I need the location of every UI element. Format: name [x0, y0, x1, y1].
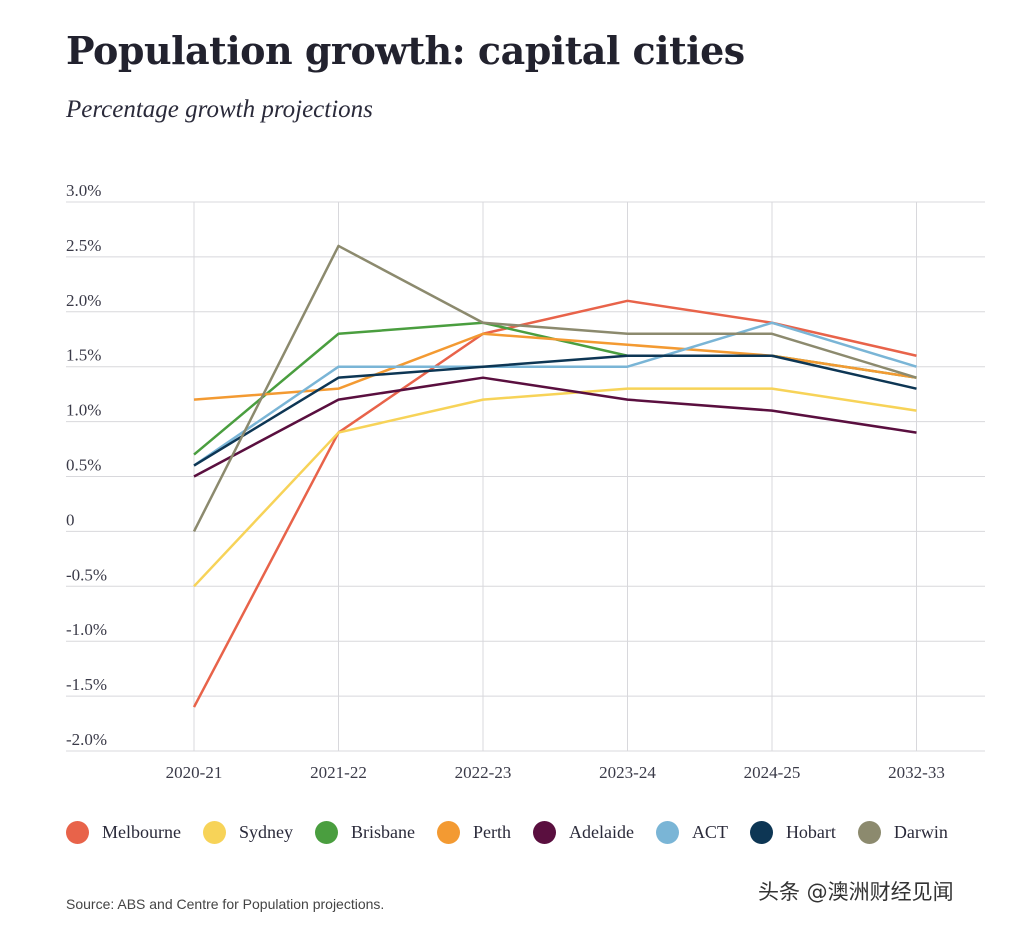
legend-label: Sydney: [238, 821, 293, 842]
x-tick-label: 2032-33: [888, 763, 945, 782]
legend-swatch: [314, 820, 338, 844]
series-line-melbourne: [192, 299, 917, 708]
legend-swatch: [749, 820, 773, 844]
grid: [66, 201, 985, 752]
legend-item-perth: Perth: [436, 820, 511, 844]
legend-item-act: ACT: [655, 820, 728, 844]
legend-label: Perth: [472, 821, 511, 842]
legend-item-darwin: Darwin: [857, 820, 948, 844]
legend-item-hobart: Hobart: [749, 820, 836, 844]
legend-item-sydney: Sydney: [202, 820, 293, 844]
legend-item-melbourne: Melbourne: [66, 820, 181, 844]
chart-subtitle: Percentage growth projections: [66, 96, 373, 123]
watermark: 头条 @澳洲财经见闻: [758, 880, 954, 904]
series-line-hobart: [193, 354, 917, 467]
legend: Melbourne Sydney Brisbane Perth Adelaide ACT H…: [66, 817, 1006, 847]
legend-swatch: [655, 820, 679, 844]
y-tick-label: -1.0%: [66, 620, 107, 639]
legend-label: ACT: [691, 821, 728, 842]
y-axis-ticks: 3.0% 2.5% 2.0% 1.5% 1.0% 0.5% 0 -0.5% -1.0% -1.5%…: [66, 181, 107, 749]
series-line-darwin: [192, 244, 917, 532]
x-tick-label: 2021-22: [310, 763, 367, 782]
x-axis-ticks: 2020-21 2021-22 2022-23 2023-24 2024-25 2032-…: [166, 763, 945, 782]
series-line-perth: [193, 332, 917, 401]
legend-swatch: [436, 820, 460, 844]
x-tick-label: 2023-24: [599, 763, 656, 782]
y-tick-label: 2.5%: [66, 236, 101, 255]
legend-swatch: [857, 820, 881, 844]
legend-swatch: [532, 820, 556, 844]
y-tick-label: -2.0%: [66, 730, 107, 749]
legend-swatch: [66, 820, 89, 844]
y-tick-label: 1.5%: [66, 346, 101, 365]
y-tick-label: 3.0%: [66, 181, 101, 200]
line-chart: 3.0% 2.5% 2.0% 1.5% 1.0% 0.5% 0 -0.5% -1.0% -1.5%…: [66, 181, 985, 782]
legend-label: Adelaide: [568, 821, 634, 842]
y-tick-label: -1.5%: [66, 675, 107, 694]
legend-label: Hobart: [785, 821, 836, 842]
x-tick-label: 2020-21: [166, 763, 223, 782]
legend-swatch: [202, 820, 226, 844]
x-tick-label: 2024-25: [744, 763, 801, 782]
series-line-sydney: [193, 387, 917, 588]
y-tick-label: 0: [66, 510, 75, 529]
series-line-act: [193, 321, 917, 467]
y-tick-label: -0.5%: [66, 565, 107, 584]
legend-label: Melbourne: [102, 821, 181, 842]
legend-item-brisbane: Brisbane: [314, 820, 415, 844]
source-note: Source: ABS and Centre for Population pr…: [66, 896, 385, 912]
series-lines: [192, 244, 917, 708]
chart-title: Population growth: capital cities: [66, 28, 745, 73]
series-line-adelaide: [193, 376, 917, 478]
legend-label: Darwin: [893, 821, 948, 842]
y-tick-label: 1.0%: [66, 401, 101, 420]
y-tick-label: 0.5%: [66, 456, 101, 475]
legend-item-adelaide: Adelaide: [532, 820, 634, 844]
legend-label: Brisbane: [350, 821, 415, 842]
y-tick-label: 2.0%: [66, 291, 101, 310]
x-tick-label: 2022-23: [455, 763, 512, 782]
